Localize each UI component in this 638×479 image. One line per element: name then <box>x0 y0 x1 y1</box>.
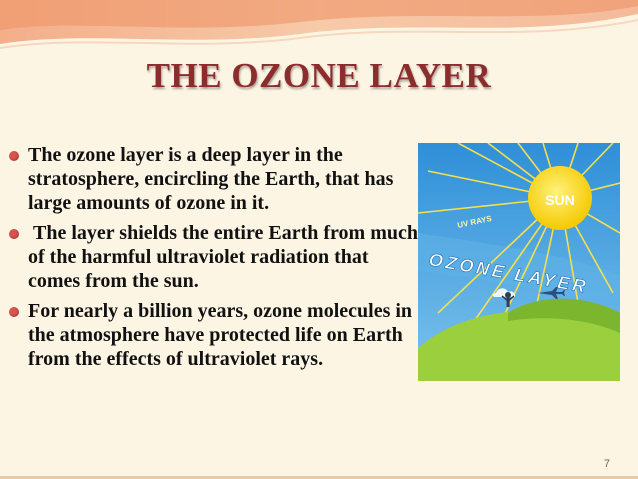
bullet-icon <box>9 307 19 317</box>
earth-ground <box>418 310 620 381</box>
slide-title: THE OZONE LAYER <box>146 56 492 95</box>
page-number: 7 <box>603 458 610 470</box>
bullet-icon <box>9 151 19 161</box>
decorative-header-wave <box>0 0 638 49</box>
bullet-list: The ozone layer is a deep layer in the s… <box>8 143 420 377</box>
bullet-text: For nearly a billion years, ozone molecu… <box>28 300 413 370</box>
bullet-text: The ozone layer is a deep layer in the s… <box>28 144 394 214</box>
person-icon <box>501 292 515 307</box>
ozone-band <box>418 233 620 313</box>
bullet-text: The layer shields the entire Earth from … <box>28 222 418 292</box>
plane-icon <box>538 287 565 299</box>
bullet-item: The ozone layer is a deep layer in the s… <box>8 143 420 215</box>
bullet-item: The layer shields the entire Earth from … <box>8 221 420 293</box>
earth-hill <box>508 298 620 333</box>
ozone-layer-illustration: SUN UV RAYS OZONE LAYER <box>418 143 620 381</box>
sun-label: SUN <box>545 192 575 208</box>
bullet-icon <box>9 229 19 239</box>
bullet-item: For nearly a billion years, ozone molecu… <box>8 299 420 371</box>
footer-divider <box>0 476 638 479</box>
sun-icon <box>528 166 592 230</box>
